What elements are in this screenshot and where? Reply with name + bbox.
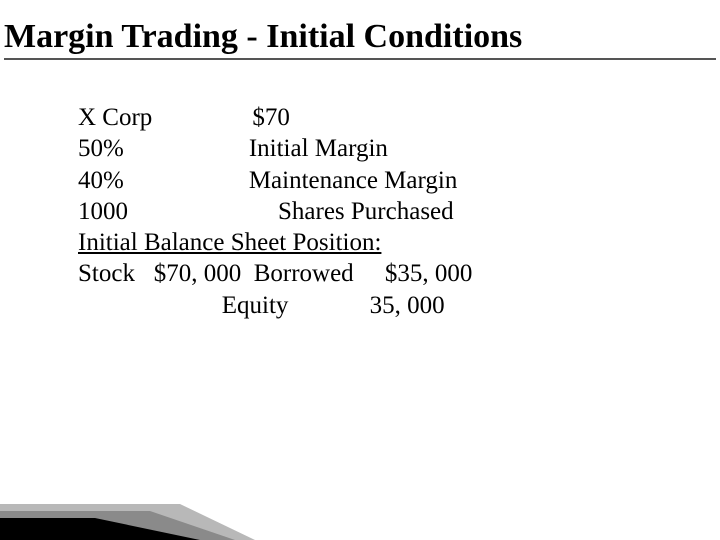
page-title: Margin Trading - Initial Conditions: [4, 18, 716, 60]
slide-decoration: [0, 474, 720, 540]
row-stock-borrowed: Stock $70, 000 Borrowed $35, 000: [78, 258, 720, 289]
row-company-price: X Corp $70: [78, 102, 720, 133]
row-initial-margin: 50% Initial Margin: [78, 133, 720, 164]
row-shares-purchased: 1000 Shares Purchased: [78, 196, 720, 227]
content-block: X Corp $70 50% Initial Margin 40% Mainte…: [0, 60, 720, 321]
row-equity: Equity 35, 000: [78, 290, 720, 321]
row-balance-sheet-heading: Initial Balance Sheet Position:: [78, 227, 720, 258]
row-maintenance-margin: 40% Maintenance Margin: [78, 165, 720, 196]
